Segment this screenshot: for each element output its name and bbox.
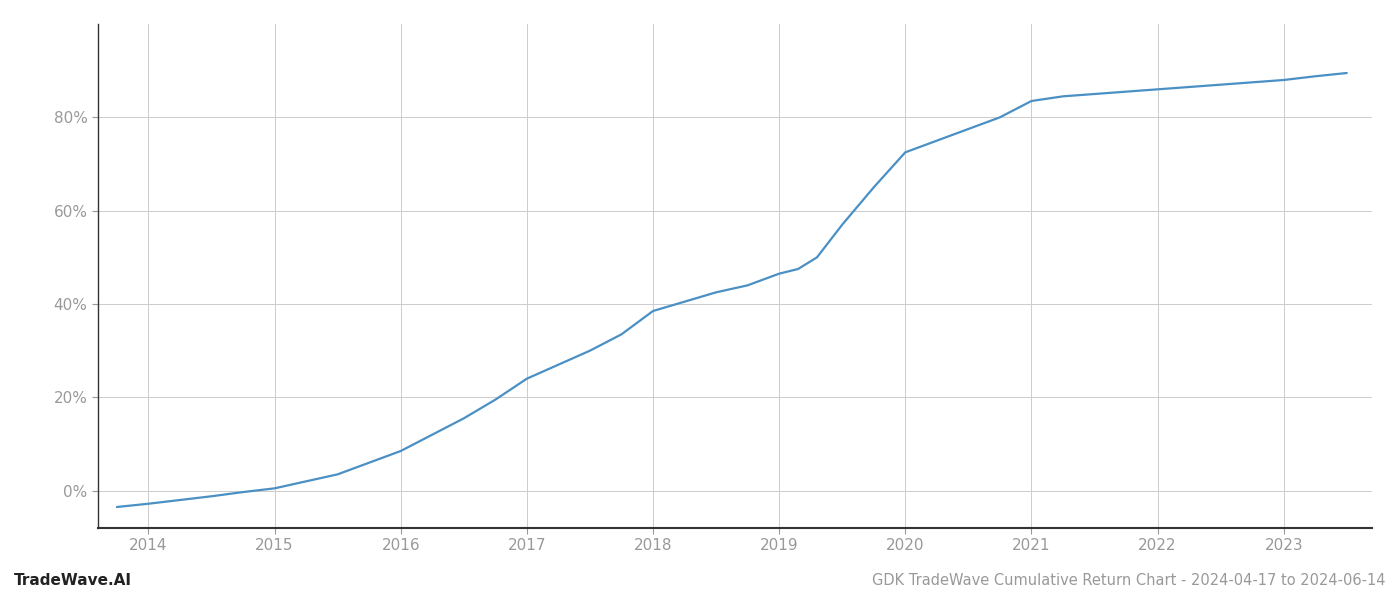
Text: GDK TradeWave Cumulative Return Chart - 2024-04-17 to 2024-06-14: GDK TradeWave Cumulative Return Chart - … [872, 573, 1386, 588]
Text: TradeWave.AI: TradeWave.AI [14, 573, 132, 588]
